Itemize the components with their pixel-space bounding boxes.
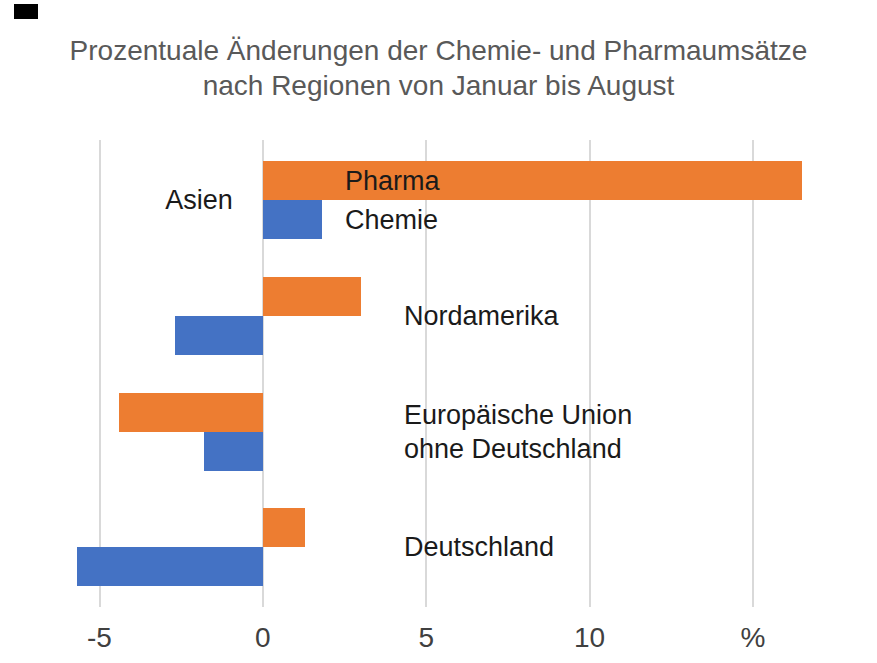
category-label-3: Europäische Union ohne Deutschland	[404, 398, 632, 466]
bar-pharma-1	[263, 161, 802, 200]
x-tick-label-%: %	[741, 622, 766, 654]
bar-chemie-2	[175, 316, 263, 355]
plot-area: -5 0 5 10% Asien Nordamerika Europäische Union…	[0, 0, 877, 663]
gridline--5	[99, 140, 101, 607]
bar-chemie-1	[263, 200, 322, 239]
bar-pharma-3	[119, 393, 263, 432]
gridline-%	[752, 140, 754, 607]
bar-chemie-4	[77, 547, 263, 586]
x-tick-label-0: 0	[255, 622, 271, 654]
chart-canvas: Prozentuale Änderungen der Chemie- und P…	[0, 0, 877, 663]
legend-label-chemie: Chemie	[345, 204, 438, 235]
bar-pharma-2	[263, 277, 361, 316]
x-tick-label-10: 10	[574, 622, 605, 654]
legend-label-pharma: Pharma	[345, 165, 440, 196]
bar-pharma-4	[263, 508, 305, 547]
category-label-2: Nordamerika	[404, 299, 559, 333]
category-label-4: Deutschland	[404, 530, 554, 564]
x-tick-label-5: 5	[418, 622, 434, 654]
x-tick-label--5: -5	[87, 622, 112, 654]
category-label-1: Asien	[165, 183, 233, 217]
gridline-10	[589, 140, 591, 607]
bar-chemie-3	[204, 432, 263, 471]
